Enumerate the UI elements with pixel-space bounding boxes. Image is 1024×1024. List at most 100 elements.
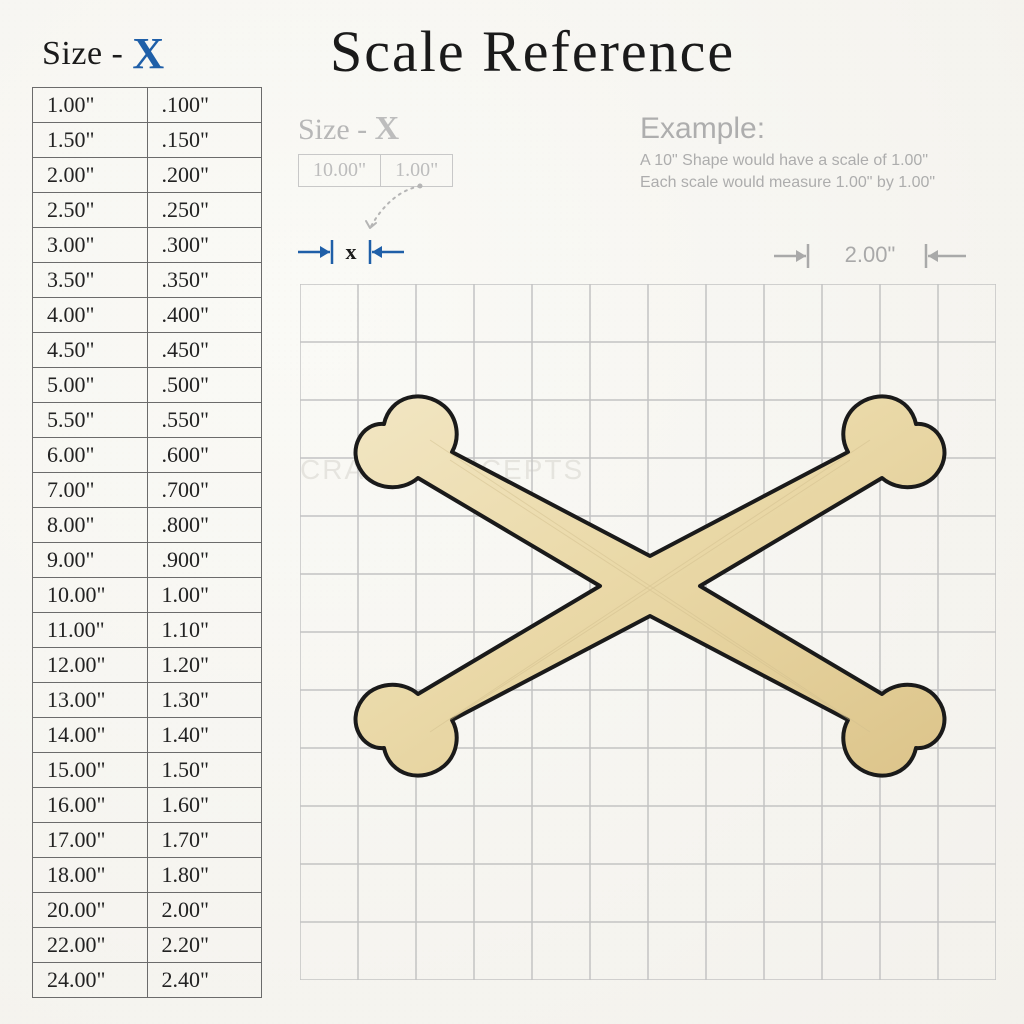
table-row: 15.00"1.50" [33, 753, 262, 788]
table-cell: .550" [147, 403, 262, 438]
table-cell: .300" [147, 228, 262, 263]
table-cell: 1.50" [147, 753, 262, 788]
table-row: 5.00".500" [33, 368, 262, 403]
mini-size-example: Size - X 10.00" 1.00" [298, 110, 453, 187]
mini-label-prefix: Size - [298, 113, 375, 146]
table-cell: 1.50" [33, 123, 148, 158]
table-cell: 15.00" [33, 753, 148, 788]
table-cell: 1.70" [147, 823, 262, 858]
table-cell: 10.00" [33, 578, 148, 613]
table-cell: 3.00" [33, 228, 148, 263]
example-block: Example: A 10" Shape would have a scale … [640, 112, 935, 193]
grid-svg [300, 284, 996, 980]
table-cell: 1.80" [147, 858, 262, 893]
table-cell: .600" [147, 438, 262, 473]
mini-table-row: 10.00" 1.00" [299, 155, 453, 187]
table-cell: 13.00" [33, 683, 148, 718]
mini-table: 10.00" 1.00" [298, 154, 453, 187]
size-label-x: X [132, 29, 164, 78]
x-label: x [346, 239, 357, 264]
table-cell: 2.50" [33, 193, 148, 228]
table-cell: 16.00" [33, 788, 148, 823]
table-row: 1.50".150" [33, 123, 262, 158]
table-cell: 12.00" [33, 648, 148, 683]
table-row: 10.00"1.00" [33, 578, 262, 613]
table-row: 12.00"1.20" [33, 648, 262, 683]
table-cell: 1.00" [147, 578, 262, 613]
scale-reference-card: Size - X 1.00".100"1.50".150"2.00".200"2… [0, 0, 1024, 1024]
table-row: 5.50".550" [33, 403, 262, 438]
table-row: 9.00".900" [33, 543, 262, 578]
table-row: 13.00"1.30" [33, 683, 262, 718]
table-cell: 2.00" [33, 158, 148, 193]
table-cell: .150" [147, 123, 262, 158]
table-cell: .700" [147, 473, 262, 508]
table-cell: .900" [147, 543, 262, 578]
table-row: 7.00".700" [33, 473, 262, 508]
table-cell: 5.50" [33, 403, 148, 438]
table-cell: 7.00" [33, 473, 148, 508]
table-cell: 1.20" [147, 648, 262, 683]
table-cell: 9.00" [33, 543, 148, 578]
table-cell: 1.30" [147, 683, 262, 718]
table-cell: .500" [147, 368, 262, 403]
table-row: 2.00".200" [33, 158, 262, 193]
table-cell: .800" [147, 508, 262, 543]
mini-header: Size - X [298, 110, 453, 148]
table-cell: 4.00" [33, 298, 148, 333]
table-cell: .400" [147, 298, 262, 333]
table-cell: 5.00" [33, 368, 148, 403]
table-cell: 22.00" [33, 928, 148, 963]
table-cell: 4.50" [33, 333, 148, 368]
table-cell: 2.20" [147, 928, 262, 963]
table-cell: 8.00" [33, 508, 148, 543]
two-inch-dimension: 2.00" [770, 238, 970, 274]
table-cell: 20.00" [33, 893, 148, 928]
two-inch-label: 2.00" [770, 242, 970, 268]
table-row: 24.00"2.40" [33, 963, 262, 998]
table-cell: 1.00" [33, 88, 148, 123]
size-table: 1.00".100"1.50".150"2.00".200"2.50".250"… [32, 87, 262, 998]
table-cell: 18.00" [33, 858, 148, 893]
table-cell: 11.00" [33, 613, 148, 648]
page-title: Scale Reference [330, 18, 735, 85]
size-table-header: Size - X [32, 28, 270, 79]
table-row: 18.00"1.80" [33, 858, 262, 893]
table-row: 17.00"1.70" [33, 823, 262, 858]
table-row: 11.00"1.10" [33, 613, 262, 648]
table-row: 3.50".350" [33, 263, 262, 298]
table-row: 3.00".300" [33, 228, 262, 263]
table-cell: .200" [147, 158, 262, 193]
example-line-2: Each scale would measure 1.00" by 1.00" [640, 172, 935, 194]
example-line-1: A 10" Shape would have a scale of 1.00" [640, 150, 935, 172]
table-row: 20.00"2.00" [33, 893, 262, 928]
table-cell: 17.00" [33, 823, 148, 858]
table-row: 8.00".800" [33, 508, 262, 543]
reference-grid [300, 284, 996, 980]
example-heading: Example: [640, 112, 935, 146]
table-row: 1.00".100" [33, 88, 262, 123]
table-row: 16.00"1.60" [33, 788, 262, 823]
mini-cell-size: 10.00" [299, 155, 381, 187]
size-table-section: Size - X 1.00".100"1.50".150"2.00".200"2… [32, 28, 270, 998]
table-cell: .100" [147, 88, 262, 123]
table-row: 14.00"1.40" [33, 718, 262, 753]
table-cell: 14.00" [33, 718, 148, 753]
table-row: 4.00".400" [33, 298, 262, 333]
table-row: 2.50".250" [33, 193, 262, 228]
table-cell: .350" [147, 263, 262, 298]
table-cell: 1.10" [147, 613, 262, 648]
table-cell: 3.50" [33, 263, 148, 298]
x-dimension-marker: x [296, 234, 406, 270]
table-cell: 24.00" [33, 963, 148, 998]
table-cell: 1.40" [147, 718, 262, 753]
table-cell: .250" [147, 193, 262, 228]
table-row: 4.50".450" [33, 333, 262, 368]
table-cell: 6.00" [33, 438, 148, 473]
table-cell: .450" [147, 333, 262, 368]
table-cell: 1.60" [147, 788, 262, 823]
table-cell: 2.00" [147, 893, 262, 928]
table-row: 22.00"2.20" [33, 928, 262, 963]
table-cell: 2.40" [147, 963, 262, 998]
table-row: 6.00".600" [33, 438, 262, 473]
